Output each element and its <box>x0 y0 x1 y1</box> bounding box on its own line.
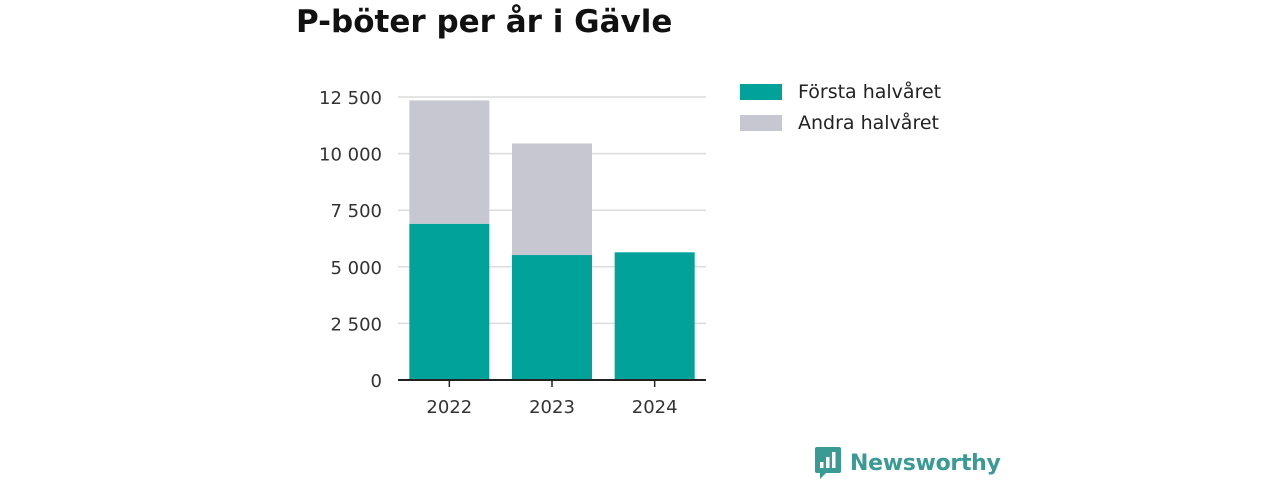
legend-label-first-half: Första halvåret <box>798 80 942 103</box>
x-axis-ticks: 2022 2023 2024 <box>426 380 678 418</box>
bar-2022-series-1 <box>409 100 490 224</box>
legend: Första halvåret Andra halvåret <box>740 76 941 138</box>
y-tick-label: 0 <box>371 371 382 392</box>
bar-2023-series-0 <box>512 255 592 380</box>
y-axis-tick-labels: 0 2 500 5 000 7 500 10 000 12 500 <box>319 88 382 392</box>
y-tick-label: 2 500 <box>330 314 382 335</box>
bars <box>409 100 695 380</box>
chart-title: P-böter per år i Gävle <box>296 4 673 40</box>
x-tick-label: 2023 <box>529 397 575 418</box>
legend-swatch-first-half <box>740 83 782 100</box>
legend-swatch-second-half <box>740 114 782 131</box>
x-tick-label: 2022 <box>426 397 472 418</box>
newsworthy-chart-icon <box>815 447 841 479</box>
y-tick-label: 7 500 <box>330 201 382 222</box>
bar-2024-series-0 <box>614 252 695 380</box>
y-tick-label: 10 000 <box>319 145 382 166</box>
bar-2022-series-0 <box>409 223 490 380</box>
x-tick-label: 2024 <box>632 397 678 418</box>
legend-label-second-half: Andra halvåret <box>798 111 939 134</box>
brand-logo: Newsworthy <box>814 446 1001 480</box>
legend-item-first-half: Första halvåret <box>740 76 941 107</box>
brand-name: Newsworthy <box>850 450 1001 476</box>
y-tick-label: 12 500 <box>319 88 382 109</box>
bar-2023-series-1 <box>512 143 592 256</box>
y-tick-label: 5 000 <box>330 258 382 279</box>
legend-item-second-half: Andra halvåret <box>740 107 941 138</box>
